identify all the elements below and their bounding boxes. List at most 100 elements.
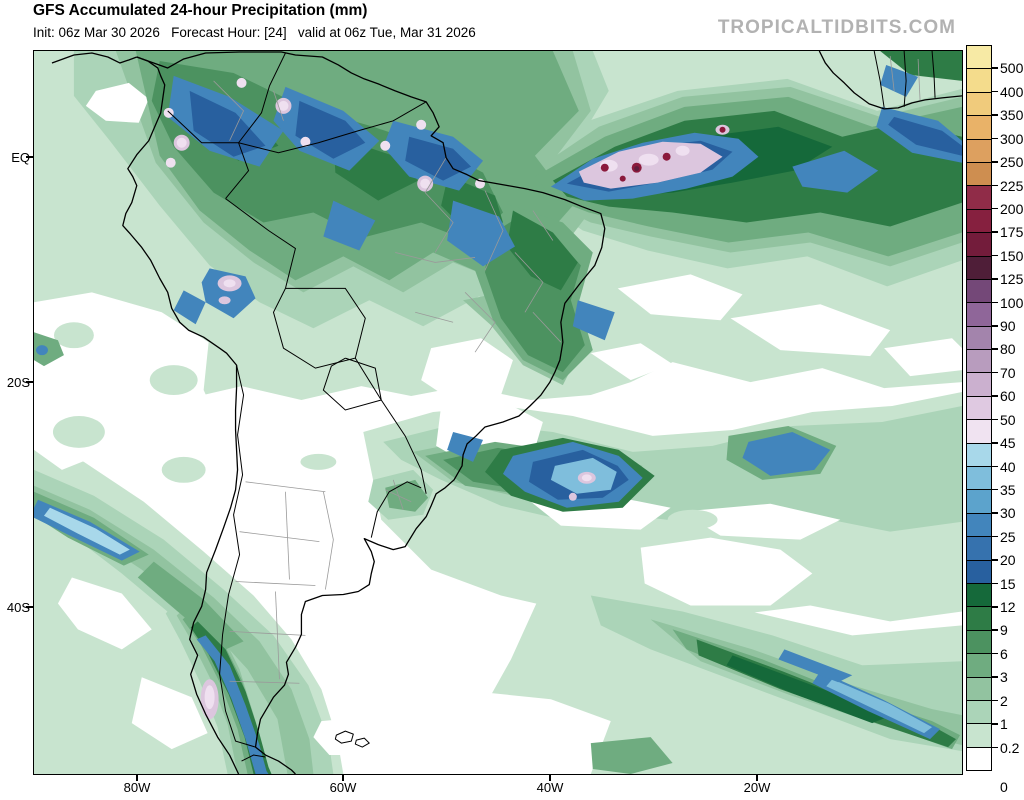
- colorbar-tick: [992, 207, 998, 210]
- colorbar-label-125: 125: [1000, 271, 1024, 288]
- colorbar-tick: [992, 90, 998, 93]
- colorbar-cell-350: [967, 91, 991, 116]
- colorbar-tick: [992, 418, 998, 421]
- colorbar-tick: [992, 629, 998, 631]
- colorbar-cell-2: [967, 676, 991, 700]
- colorbar-tick: [992, 114, 998, 116]
- colorbar-label-80: 80: [1000, 341, 1016, 358]
- colorbar-tick: [992, 254, 998, 257]
- colorbar-tick: [992, 278, 998, 280]
- colorbar-cell-3: [967, 653, 991, 677]
- colorbar-label-70: 70: [1000, 364, 1016, 381]
- colorbar-cell-20: [967, 536, 991, 560]
- colorbar-tick: [992, 325, 998, 327]
- lat-label-20S: 20S: [6, 375, 30, 390]
- state-borders: [213, 55, 921, 684]
- precip-colorbar: [966, 45, 992, 771]
- colorbar-cell-70: [967, 349, 991, 373]
- colorbar-cell-100: [967, 278, 991, 303]
- colorbar-label-500: 500: [1000, 60, 1024, 77]
- lat-tick: [26, 606, 33, 608]
- colorbar-cell-40: [967, 442, 991, 467]
- colorbar-tick: [992, 231, 998, 233]
- colorbar-cell-30: [967, 489, 991, 513]
- colorbar-label-35: 35: [1000, 481, 1016, 498]
- colorbar-label-20: 20: [1000, 552, 1016, 569]
- colorbar-label-2: 2: [1000, 692, 1008, 709]
- colorbar-label-150: 150: [1000, 247, 1024, 264]
- colorbar-cell-15: [967, 559, 991, 583]
- model-run-subtitle: Init: 06z Mar 30 2026 Forecast Hour: [24…: [33, 25, 476, 40]
- colorbar-cell-6: [967, 629, 991, 654]
- colorbar-cell-0: [967, 746, 991, 771]
- colorbar-cell-300: [967, 115, 991, 139]
- colorbar-label-225: 225: [1000, 177, 1024, 194]
- colorbar-tick: [992, 137, 998, 140]
- precipitation-map-svg: [34, 51, 962, 774]
- colorbar-label-1: 1: [1000, 716, 1008, 733]
- colorbar-tick: [992, 723, 998, 725]
- colorbar-label-45: 45: [1000, 435, 1016, 452]
- country-borders: [167, 51, 936, 748]
- colorbar-tick: [992, 371, 998, 374]
- colorbar-cell-0.2: [967, 723, 991, 747]
- colorbar-tick: [992, 184, 998, 187]
- colorbar-cell-45: [967, 419, 991, 443]
- colorbar-tick: [992, 559, 998, 561]
- colorbar-tick: [992, 582, 998, 585]
- colorbar-cell-12: [967, 582, 991, 607]
- colorbar-cell-9: [967, 606, 991, 630]
- lon-label-60W: 60W: [329, 780, 357, 795]
- colorbar-label-400: 400: [1000, 83, 1024, 100]
- colorbar-label-60: 60: [1000, 388, 1016, 405]
- colorbar-cell-400: [967, 68, 991, 92]
- colorbar-tick: [992, 676, 998, 678]
- colorbar-label-250: 250: [1000, 154, 1024, 171]
- colorbar-label-40: 40: [1000, 458, 1016, 475]
- colorbar-cell-250: [967, 138, 991, 162]
- colorbar-label-9: 9: [1000, 622, 1008, 639]
- colorbar-cell-1: [967, 699, 991, 724]
- colorbar-label-100: 100: [1000, 294, 1024, 311]
- colorbar-cell-50: [967, 395, 991, 420]
- colorbar-tick: [992, 535, 998, 538]
- colorbar-cell-25: [967, 512, 991, 537]
- colorbar-label-3: 3: [1000, 669, 1008, 686]
- colorbar-cell-90: [967, 302, 991, 326]
- colorbar-label-50: 50: [1000, 411, 1016, 428]
- colorbar-cell-125: [967, 255, 991, 279]
- lat-tick: [26, 381, 33, 383]
- colorbar-cell-80: [967, 325, 991, 350]
- colorbar-label-0.2: 0.2: [1000, 739, 1020, 756]
- colorbar-tick: [992, 746, 998, 749]
- colorbar-tick: [992, 488, 998, 491]
- colorbar-tick: [992, 348, 998, 350]
- colorbar-label-30: 30: [1000, 505, 1016, 522]
- colorbar-cell-500: [967, 46, 991, 69]
- colorbar-cell-225: [967, 161, 991, 186]
- colorbar-tick: [992, 161, 998, 163]
- colorbar-label-175: 175: [1000, 224, 1024, 241]
- colorbar-label-300: 300: [1000, 130, 1024, 147]
- colorbar-label-12: 12: [1000, 599, 1016, 616]
- precipitation-map: [33, 50, 963, 775]
- colorbar-tick: [992, 442, 998, 444]
- lon-tick: [136, 775, 138, 781]
- colorbar-tick: [992, 652, 998, 655]
- colorbar-cell-35: [967, 466, 991, 490]
- colorbar-tick: [992, 699, 998, 702]
- tropicaltidbits-watermark: TROPICALTIDBITS.COM: [717, 17, 956, 38]
- colorbar-tick: [992, 606, 998, 608]
- lon-tick: [342, 775, 344, 781]
- coastlines: [51, 51, 962, 774]
- precip-pink-cores: [163, 77, 730, 720]
- lat-label-40S: 40S: [6, 600, 30, 615]
- colorbar-cell-60: [967, 372, 991, 396]
- colorbar-cell-150: [967, 232, 991, 256]
- lat-label-EQ: EQ: [11, 150, 30, 165]
- colorbar-label-0: 0: [1000, 779, 1008, 795]
- lon-tick: [549, 775, 551, 781]
- colorbar-label-6: 6: [1000, 645, 1008, 662]
- colorbar-tick: [992, 395, 998, 397]
